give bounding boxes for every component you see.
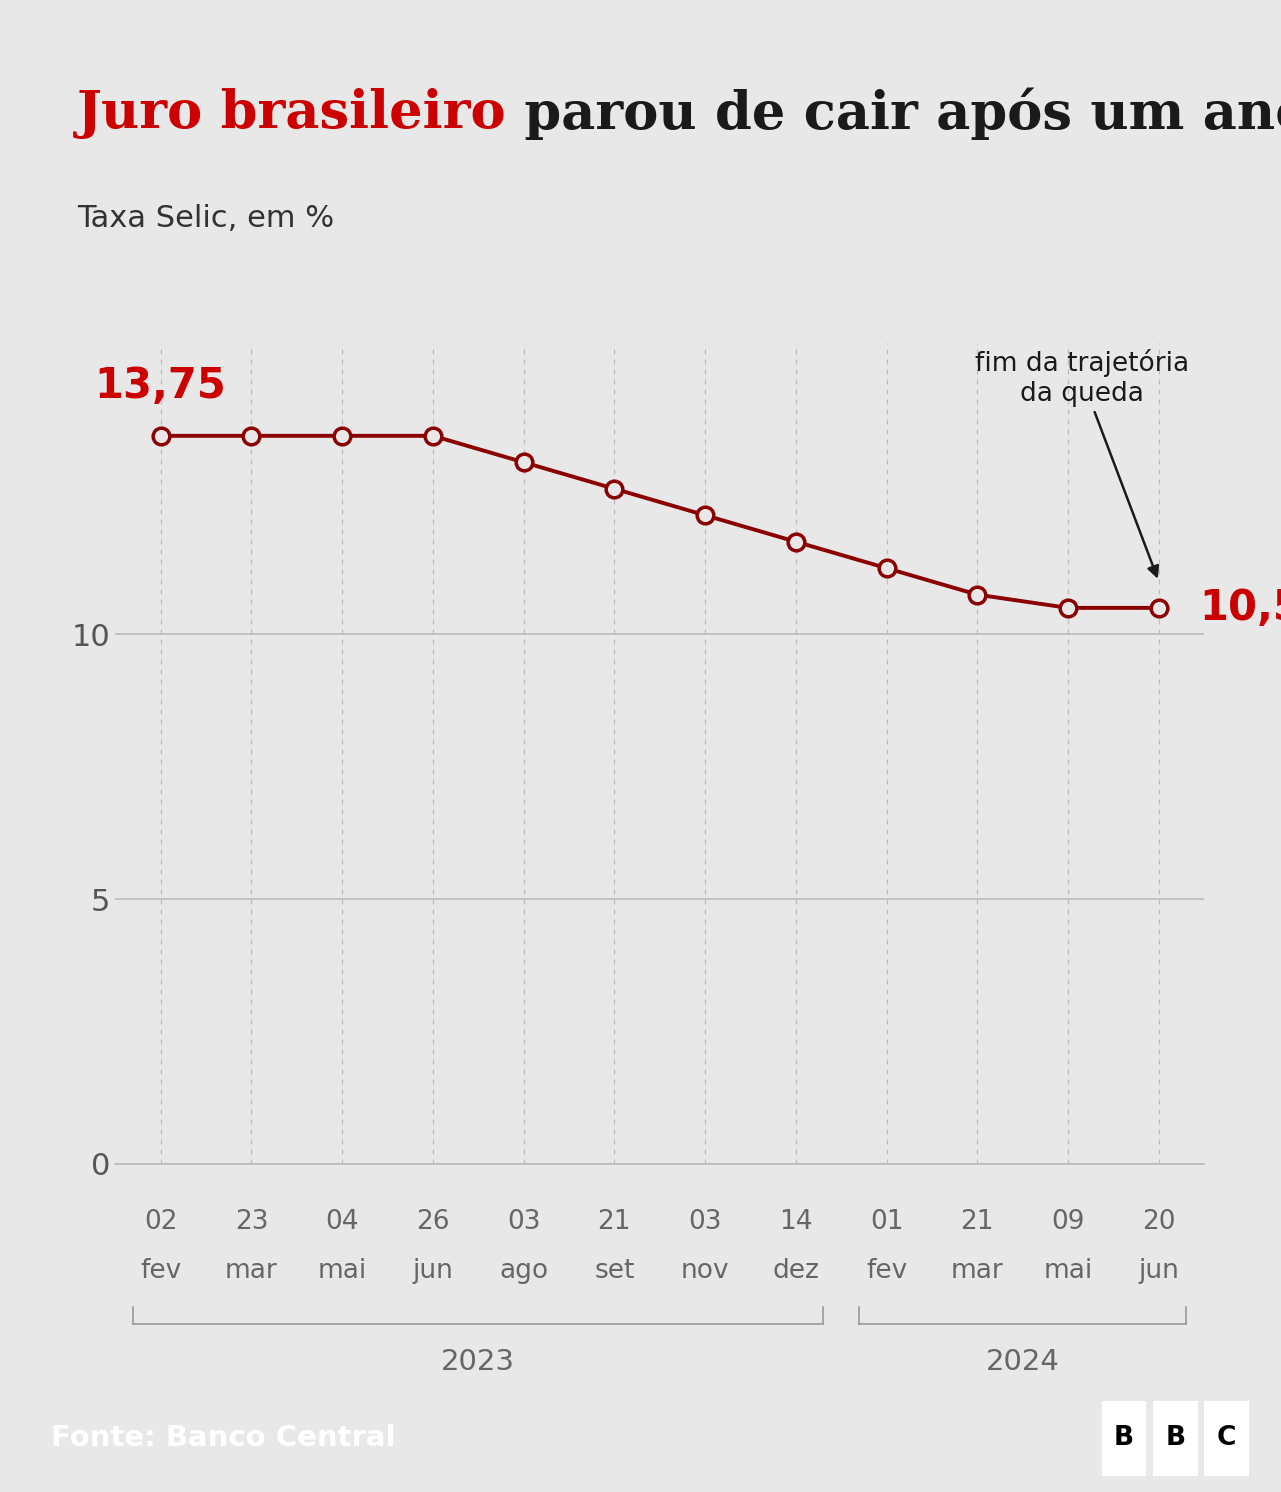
Text: 2023: 2023: [441, 1349, 515, 1377]
Text: Taxa Selic, em %: Taxa Selic, em %: [77, 204, 334, 233]
FancyBboxPatch shape: [1102, 1401, 1146, 1476]
Text: mai: mai: [1044, 1258, 1093, 1285]
Text: 21: 21: [598, 1209, 632, 1235]
Text: parou de cair após um ano: parou de cair após um ano: [506, 88, 1281, 140]
Text: jun: jun: [412, 1258, 453, 1285]
Text: ago: ago: [500, 1258, 548, 1285]
Text: Fonte: Banco Central: Fonte: Banco Central: [51, 1425, 396, 1452]
Text: fev: fev: [866, 1258, 907, 1285]
Text: set: set: [594, 1258, 634, 1285]
Text: 01: 01: [870, 1209, 903, 1235]
Text: 20: 20: [1143, 1209, 1176, 1235]
FancyBboxPatch shape: [1153, 1401, 1198, 1476]
Text: 04: 04: [325, 1209, 359, 1235]
Text: B: B: [1166, 1425, 1185, 1452]
Text: mar: mar: [951, 1258, 1004, 1285]
Text: fim da trajetória
da queda: fim da trajetória da queda: [975, 349, 1189, 576]
Text: Juro brasileiro: Juro brasileiro: [77, 88, 506, 139]
Text: 26: 26: [416, 1209, 450, 1235]
Text: 03: 03: [688, 1209, 721, 1235]
Text: 10,50: 10,50: [1199, 586, 1281, 628]
Text: 02: 02: [143, 1209, 177, 1235]
Text: 2024: 2024: [985, 1349, 1059, 1377]
Text: 14: 14: [779, 1209, 812, 1235]
Text: mai: mai: [318, 1258, 366, 1285]
Text: C: C: [1217, 1425, 1236, 1452]
Text: 23: 23: [234, 1209, 268, 1235]
Text: dez: dez: [772, 1258, 820, 1285]
FancyBboxPatch shape: [1204, 1401, 1249, 1476]
Text: 03: 03: [507, 1209, 541, 1235]
Text: B: B: [1114, 1425, 1134, 1452]
Text: 09: 09: [1052, 1209, 1085, 1235]
Text: 21: 21: [961, 1209, 994, 1235]
Text: fev: fev: [140, 1258, 182, 1285]
Text: mar: mar: [225, 1258, 278, 1285]
Text: 13,75: 13,75: [95, 364, 227, 407]
Text: jun: jun: [1139, 1258, 1180, 1285]
Text: nov: nov: [680, 1258, 729, 1285]
